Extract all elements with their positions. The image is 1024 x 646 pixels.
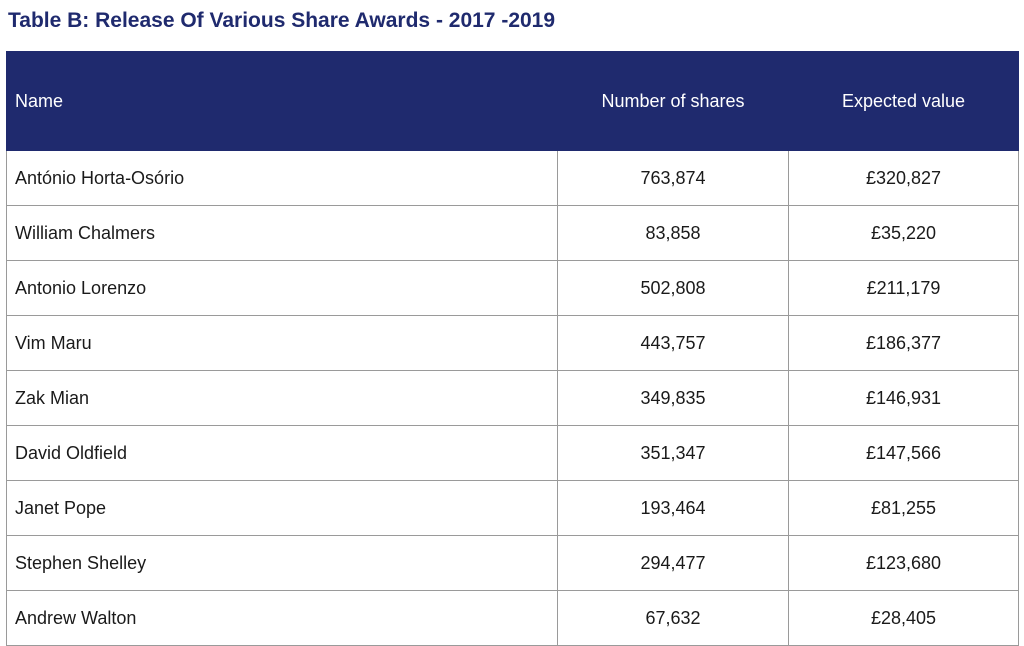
table-row: Stephen Shelley 294,477 £123,680 [6, 535, 1019, 591]
share-awards-table: Name Number of shares Expected value Ant… [6, 51, 1019, 646]
cell-name: Zak Mian [6, 370, 558, 426]
table-title: Table B: Release Of Various Share Awards… [8, 9, 556, 32]
table-header: Name Number of shares Expected value [6, 51, 1019, 151]
cell-shares: 502,808 [557, 260, 789, 316]
cell-value: £211,179 [788, 260, 1019, 316]
table-row: William Chalmers 83,858 £35,220 [6, 205, 1019, 261]
column-header-name: Name [6, 51, 558, 151]
cell-name: Stephen Shelley [6, 535, 558, 591]
cell-shares: 349,835 [557, 370, 789, 426]
cell-shares: 763,874 [557, 150, 789, 206]
table-row: Janet Pope 193,464 £81,255 [6, 480, 1019, 536]
cell-value: £123,680 [788, 535, 1019, 591]
cell-shares: 67,632 [557, 590, 789, 646]
cell-value: £35,220 [788, 205, 1019, 261]
cell-shares: 443,757 [557, 315, 789, 371]
table-row: Andrew Walton 67,632 £28,405 [6, 590, 1019, 646]
cell-name: Antonio Lorenzo [6, 260, 558, 316]
cell-value: £146,931 [788, 370, 1019, 426]
cell-name: William Chalmers [6, 205, 558, 261]
cell-value: £81,255 [788, 480, 1019, 536]
cell-value: £186,377 [788, 315, 1019, 371]
cell-shares: 294,477 [557, 535, 789, 591]
cell-shares: 351,347 [557, 425, 789, 481]
cell-name: António Horta-Osório [6, 150, 558, 206]
table-row: Vim Maru 443,757 £186,377 [6, 315, 1019, 371]
cell-shares: 193,464 [557, 480, 789, 536]
column-header-number-of-shares: Number of shares [557, 51, 789, 151]
table-row: António Horta-Osório 763,874 £320,827 [6, 150, 1019, 206]
table-row: Antonio Lorenzo 502,808 £211,179 [6, 260, 1019, 316]
cell-name: David Oldfield [6, 425, 558, 481]
cell-value: £28,405 [788, 590, 1019, 646]
cell-value: £320,827 [788, 150, 1019, 206]
table-body: António Horta-Osório 763,874 £320,827 Wi… [6, 150, 1019, 646]
table-row: David Oldfield 351,347 £147,566 [6, 425, 1019, 481]
cell-name: Vim Maru [6, 315, 558, 371]
header-row: Name Number of shares Expected value [6, 51, 1019, 151]
cell-shares: 83,858 [557, 205, 789, 261]
column-header-expected-value: Expected value [788, 51, 1019, 151]
table-row: Zak Mian 349,835 £146,931 [6, 370, 1019, 426]
cell-name: Janet Pope [6, 480, 558, 536]
cell-name: Andrew Walton [6, 590, 558, 646]
cell-value: £147,566 [788, 425, 1019, 481]
